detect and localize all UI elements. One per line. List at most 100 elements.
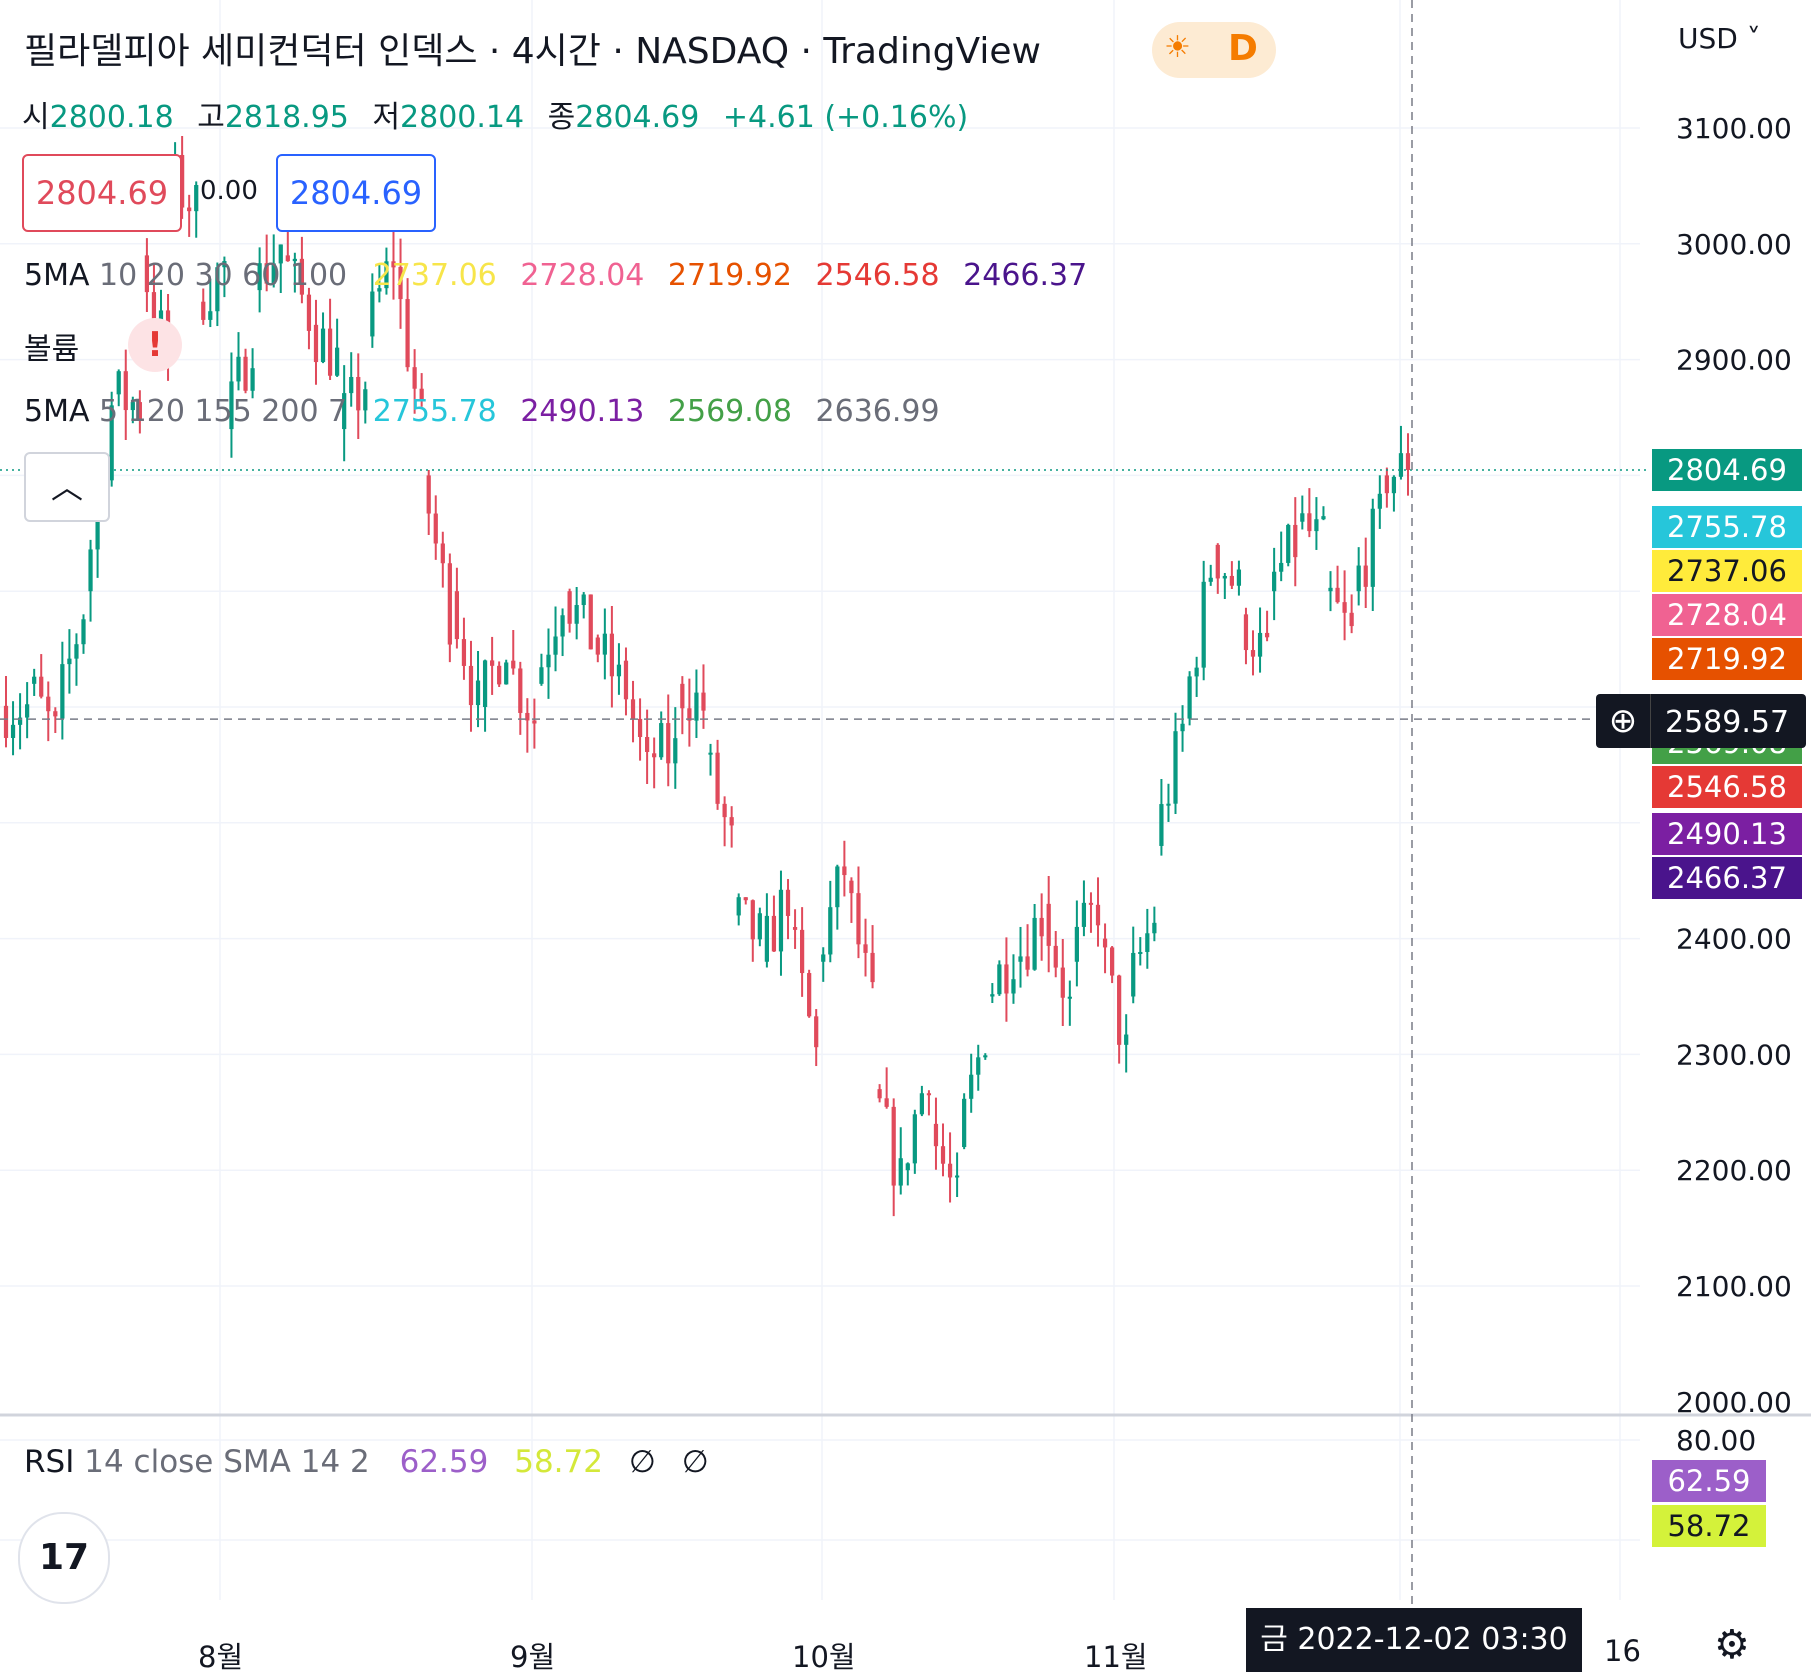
candle-body [264,263,269,284]
alert-icon[interactable]: ! [128,318,182,372]
candle-body [180,155,185,208]
candle-body [729,817,734,826]
time-axis-label: 16 [1604,1634,1641,1668]
open-value: 2800.18 [49,100,174,135]
candle-body [342,393,347,430]
close-label: 종 [547,100,576,135]
candle-body [1138,951,1143,954]
market-status-badge[interactable]: ☀ D [1152,22,1276,78]
candle-body [581,594,586,606]
ma-legend-2-value: 2490.13 [520,394,645,429]
candle-body [419,388,424,401]
candle-body [1152,922,1157,934]
candle-body [990,994,995,997]
candle-body [370,291,375,337]
candle-body [1088,902,1094,905]
candle-body [250,368,255,391]
candle-body [222,261,227,268]
candle-body [560,615,565,637]
candle-body [539,667,544,684]
rsi-value-tag: 62.59 [1652,1460,1766,1502]
gear-icon[interactable]: ⚙ [1714,1622,1750,1668]
candle-body [1377,493,1382,509]
candle-body [1067,996,1072,999]
candle-body [637,718,643,738]
candle-body [743,897,748,901]
candle-body [1102,938,1108,948]
candle-body [905,1163,910,1171]
candle-body [1053,945,1058,968]
buy-button[interactable]: 2804.69 [276,154,436,232]
ma-legend-1[interactable]: 5MA 10 20 30 60 100 2737.06 2728.04 2719… [24,258,1101,293]
candle-body [842,866,847,876]
candle-body [919,1093,924,1115]
ma-legend-2[interactable]: 5MA 5 120 155 200 7 2755.78 2490.13 2569… [24,394,954,429]
collapse-legend-button[interactable]: ︿ [24,452,110,522]
sell-button[interactable]: 2804.69 [22,154,182,232]
candle-body [88,549,93,592]
candle-body [870,952,875,983]
candle-body [835,866,840,908]
candle-body [363,389,368,411]
candle-body [335,347,340,376]
candle-body [461,639,467,666]
crosshair-price-tag[interactable]: ⊕ 2589.57 [1596,694,1806,748]
candle-body [1039,917,1044,937]
candle-body [1095,904,1101,926]
candle-body [109,405,114,481]
candle-body [1264,632,1270,638]
candle-body [53,711,58,717]
currency-selector[interactable]: USD ˅ [1678,22,1761,55]
candle-body [60,664,65,719]
ma-legend-2-name: 5MA [24,394,90,429]
candle-body [1187,676,1192,719]
candle-body [1074,926,1079,962]
candle-body [1236,569,1242,586]
volume-legend[interactable]: 볼륨 [24,324,79,368]
chevron-up-icon: ︿ [50,468,83,506]
rsi-legend[interactable]: RSI 14 close SMA 14 2 62.59 58.72 ∅ ∅ [24,1444,725,1480]
candle-body [976,1057,981,1075]
candle-body [792,927,798,930]
tradingview-logo[interactable]: 17 [18,1512,110,1604]
candle-body [1131,952,1136,997]
rsi-sma-value: 58.72 [514,1444,603,1480]
candle-body [1370,508,1375,587]
candle-body [736,897,741,916]
candle-body [849,880,854,894]
add-alert-plus-icon[interactable]: ⊕ [1596,694,1651,748]
candle-body [574,605,579,624]
candle-body [1321,516,1326,520]
price-axis-label: 3100.00 [1676,112,1792,145]
candle-body [32,676,37,684]
candle-body [243,356,248,391]
candle-body [595,637,600,655]
candle-body [398,266,403,300]
open-label: 시 [22,100,50,135]
crosshair-price-value: 2589.57 [1665,705,1790,740]
candle-body [715,752,720,804]
candle-body [799,929,805,974]
price-axis-label: 2200.00 [1676,1154,1792,1187]
candle-body [1004,964,1009,994]
price-axis-tag: 2490.13 [1652,813,1802,856]
candle-body [898,1158,903,1186]
candle-body [856,893,861,945]
candle-body [940,1146,946,1164]
candle-body [1194,667,1199,677]
candle-body [349,376,354,394]
candle-body [10,724,16,738]
candle-body [1356,565,1361,592]
candle-body [962,1098,967,1148]
candle-body [1011,979,1016,994]
ohlc-legend: 시2800.18 고2818.95 저2800.14 종2804.69 +4.6… [22,92,982,136]
candle-body [764,915,769,962]
candle-body [271,263,276,284]
candle-body [1215,544,1220,579]
ma-legend-1-value: 2719.92 [667,258,792,293]
candle-body [546,654,551,668]
price-axis-label: 2400.00 [1676,923,1792,956]
candle-body [511,660,516,669]
candle-body [1173,731,1178,804]
